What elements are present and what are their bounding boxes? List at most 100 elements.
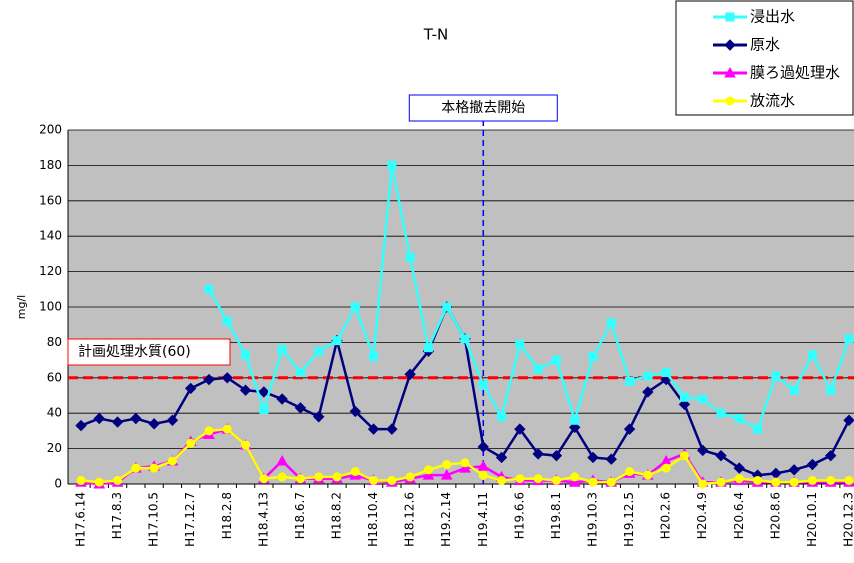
- marker: [733, 462, 745, 474]
- marker: [459, 462, 471, 473]
- marker: [204, 284, 214, 294]
- marker: [789, 385, 799, 395]
- marker: [222, 316, 232, 326]
- marker: [771, 477, 781, 487]
- y-tick-label: 20: [47, 441, 62, 455]
- marker: [477, 460, 490, 471]
- marker: [76, 475, 86, 485]
- marker: [404, 368, 416, 380]
- y-tick-label: 200: [39, 123, 62, 137]
- marker: [332, 472, 342, 482]
- marker: [679, 392, 689, 402]
- marker: [442, 302, 452, 312]
- y-tick-label: 160: [39, 193, 62, 207]
- x-tick-label: H20.4.9: [695, 492, 709, 539]
- legend-label: 浸出水: [750, 8, 795, 26]
- marker: [295, 474, 305, 484]
- marker: [826, 475, 836, 485]
- marker: [753, 424, 763, 434]
- x-tick-label: H18.10.4: [366, 492, 380, 547]
- x-tick-label: H20.6.4: [732, 492, 746, 539]
- x-tick-label: H18.2.8: [220, 492, 234, 539]
- marker: [497, 475, 507, 485]
- marker: [94, 477, 104, 487]
- marker: [130, 412, 142, 425]
- marker: [148, 418, 160, 430]
- series: [204, 160, 854, 434]
- event-label-box: [408, 94, 558, 122]
- marker: [605, 453, 617, 465]
- event-label: 本格撤去開始: [441, 100, 525, 116]
- y-tick-label: 180: [39, 158, 62, 172]
- marker: [131, 463, 141, 473]
- marker: [606, 318, 616, 328]
- marker: [606, 477, 616, 487]
- marker: [295, 367, 305, 377]
- marker: [440, 469, 453, 480]
- x-tick-label: H18.4.13: [256, 492, 270, 547]
- x-tick-label: H18.6.7: [293, 492, 307, 539]
- marker: [277, 344, 287, 354]
- legend-label: 放流水: [750, 92, 795, 110]
- marker: [478, 470, 488, 480]
- marker: [349, 405, 361, 418]
- marker: [678, 398, 691, 411]
- x-tick-label: H17.8.3: [110, 492, 124, 539]
- marker: [569, 421, 581, 434]
- marker: [277, 472, 287, 482]
- marker: [405, 472, 415, 482]
- marker: [698, 394, 708, 404]
- marker: [386, 423, 398, 435]
- marker: [643, 371, 653, 381]
- x-tick-label: H17.6.14: [74, 492, 88, 547]
- marker: [314, 346, 324, 356]
- x-tick-label: H20.8.6: [768, 492, 782, 539]
- marker: [203, 373, 215, 386]
- marker: [111, 416, 124, 428]
- marker: [716, 408, 726, 418]
- marker: [294, 402, 307, 414]
- x-tick-label: H19.6.6: [512, 492, 526, 539]
- marker: [698, 479, 708, 489]
- marker: [369, 352, 379, 362]
- marker: [313, 411, 325, 423]
- marker: [771, 371, 781, 381]
- marker: [697, 444, 709, 457]
- marker: [314, 472, 324, 482]
- x-tick-label: H17.10.5: [147, 492, 161, 547]
- x-tick-label: H18.12.6: [403, 492, 417, 547]
- marker: [734, 474, 744, 484]
- marker: [551, 475, 561, 485]
- marker: [533, 474, 543, 484]
- marker: [113, 475, 123, 485]
- chart-title: T-N: [423, 26, 448, 44]
- marker: [93, 412, 105, 425]
- marker: [588, 352, 598, 362]
- y-tick-label: 140: [39, 229, 62, 243]
- marker: [259, 474, 269, 484]
- marker: [387, 160, 397, 170]
- marker: [587, 451, 599, 464]
- marker: [715, 449, 727, 462]
- y-tick-label: 80: [47, 335, 62, 349]
- marker: [423, 343, 433, 353]
- marker: [276, 454, 288, 466]
- marker: [843, 414, 854, 426]
- marker: [734, 414, 744, 424]
- marker: [477, 441, 489, 453]
- marker: [221, 372, 233, 384]
- marker: [789, 477, 799, 487]
- marker: [844, 475, 854, 485]
- x-tick-label: H20.2.6: [659, 492, 673, 539]
- marker: [725, 12, 735, 22]
- marker: [166, 414, 179, 426]
- marker: [75, 419, 87, 432]
- marker: [550, 449, 563, 462]
- marker: [570, 472, 580, 482]
- marker: [478, 380, 488, 390]
- marker: [753, 475, 763, 485]
- marker: [241, 440, 251, 450]
- marker: [222, 424, 232, 434]
- marker: [532, 448, 544, 460]
